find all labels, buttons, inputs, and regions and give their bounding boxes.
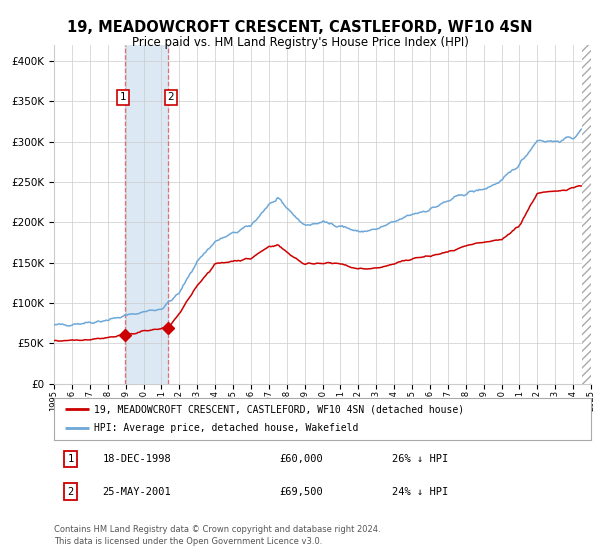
Text: 19, MEADOWCROFT CRESCENT, CASTLEFORD, WF10 4SN (detached house): 19, MEADOWCROFT CRESCENT, CASTLEFORD, WF… <box>94 404 464 414</box>
Bar <box>125 45 168 384</box>
Text: 1: 1 <box>120 92 127 102</box>
Text: 24% ↓ HPI: 24% ↓ HPI <box>392 487 449 497</box>
Text: 25-MAY-2001: 25-MAY-2001 <box>103 487 171 497</box>
Text: 1: 1 <box>67 454 74 464</box>
Text: HPI: Average price, detached house, Wakefield: HPI: Average price, detached house, Wake… <box>94 423 359 433</box>
Text: 18-DEC-1998: 18-DEC-1998 <box>103 454 171 464</box>
Text: 19, MEADOWCROFT CRESCENT, CASTLEFORD, WF10 4SN: 19, MEADOWCROFT CRESCENT, CASTLEFORD, WF… <box>67 20 533 35</box>
Text: 2: 2 <box>67 487 74 497</box>
Text: 2: 2 <box>167 92 174 102</box>
Text: Contains HM Land Registry data © Crown copyright and database right 2024.
This d: Contains HM Land Registry data © Crown c… <box>54 525 380 546</box>
Text: 26% ↓ HPI: 26% ↓ HPI <box>392 454 449 464</box>
Text: £60,000: £60,000 <box>280 454 323 464</box>
Text: Price paid vs. HM Land Registry's House Price Index (HPI): Price paid vs. HM Land Registry's House … <box>131 36 469 49</box>
Text: £69,500: £69,500 <box>280 487 323 497</box>
Polygon shape <box>582 45 591 384</box>
